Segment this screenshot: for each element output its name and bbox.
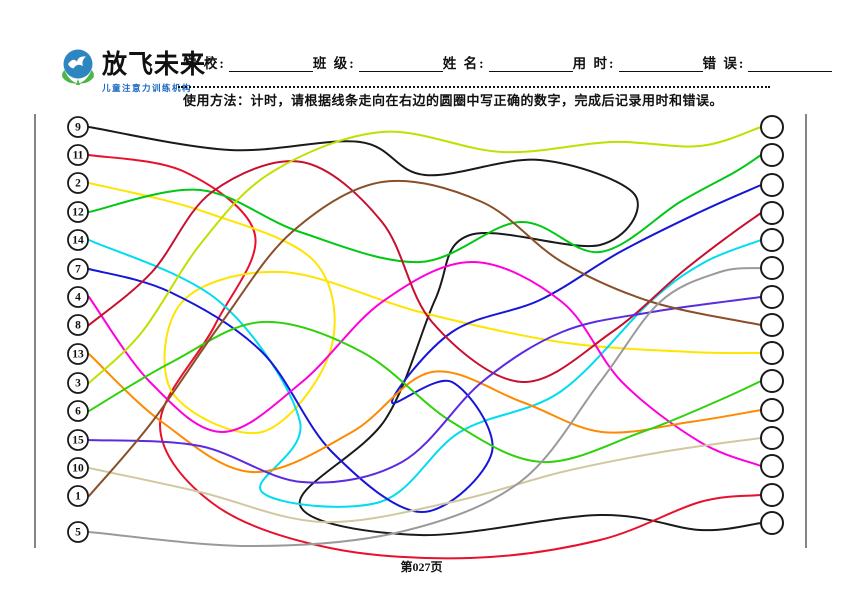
- left-node-4: 4: [67, 286, 89, 308]
- name-blank-line: [488, 57, 573, 72]
- left-node-label: 8: [75, 320, 81, 332]
- registered-mark: ®: [206, 54, 214, 66]
- tangle-line-from-12: [88, 154, 762, 264]
- left-node-9: 9: [67, 116, 89, 138]
- brand-logo: 放飞未来® 儿童注意力训练机构: [56, 45, 213, 97]
- right-answer-circle-5: [760, 228, 784, 252]
- errors-field: 错 误:: [703, 52, 833, 72]
- right-answer-circle-2: [760, 143, 784, 167]
- brand-subtitle: 儿童注意力训练机构: [102, 83, 193, 94]
- right-answer-circle-6: [760, 256, 784, 280]
- right-answer-circle-11: [760, 398, 784, 422]
- tangle-line-from-4: [88, 260, 762, 467]
- tangle-line-from-6: [88, 320, 762, 464]
- left-node-6: 6: [67, 400, 89, 422]
- left-node-label: 11: [73, 150, 84, 162]
- dove-circle-logo-icon: [56, 45, 100, 91]
- left-node-15: 15: [67, 429, 89, 451]
- right-answer-circle-8: [760, 313, 784, 337]
- left-node-label: 12: [72, 207, 84, 219]
- time-label: 用 时:: [572, 56, 616, 71]
- class-blank-line: [358, 57, 443, 72]
- school-blank-line: [228, 57, 313, 72]
- left-node-3: 3: [67, 372, 89, 394]
- left-node-label: 9: [75, 122, 81, 134]
- tangle-line-from-9: [88, 126, 762, 537]
- tangle-line-from-13: [88, 353, 762, 474]
- tangle-line-from-3: [88, 126, 762, 384]
- right-answer-circle-3: [760, 173, 784, 197]
- school-field: 学 校:: [183, 52, 313, 72]
- tangle-line-from-7: [88, 184, 762, 514]
- left-node-label: 5: [75, 527, 81, 539]
- header-form-row: 学 校: 班 级: 姓 名: 用 时: 错 误:: [183, 52, 833, 72]
- time-field: 用 时:: [573, 52, 703, 72]
- time-blank-line: [618, 57, 703, 72]
- tangle-line-from-1: [88, 179, 762, 497]
- tangle-line-from-8: [88, 160, 762, 384]
- left-node-2: 2: [67, 172, 89, 194]
- right-answer-circle-14: [760, 483, 784, 507]
- left-node-11: 11: [67, 144, 89, 166]
- right-answer-circle-12: [760, 426, 784, 450]
- dotted-divider: [178, 86, 770, 88]
- left-node-label: 1: [75, 491, 81, 503]
- class-label: 班 级:: [312, 56, 356, 71]
- left-node-label: 13: [72, 349, 84, 361]
- class-field: 班 级:: [313, 52, 443, 72]
- left-node-10: 10: [67, 457, 89, 479]
- brand-name: 放飞未来®: [102, 49, 214, 80]
- left-node-13: 13: [67, 343, 89, 365]
- school-label: 学 校:: [183, 56, 226, 71]
- left-node-label: 2: [75, 178, 81, 190]
- errors-label: 错 误:: [702, 56, 746, 71]
- right-answer-circle-4: [760, 201, 784, 225]
- name-field: 姓 名:: [443, 52, 573, 72]
- right-answer-circle-10: [760, 369, 784, 393]
- left-node-label: 14: [72, 235, 84, 247]
- tangle-line-from-2: [88, 182, 762, 435]
- left-node-12: 12: [67, 201, 89, 223]
- tangle-line-from-5: [88, 267, 762, 548]
- tangle-line-from-15: [88, 296, 762, 484]
- right-answer-circle-13: [760, 454, 784, 478]
- errors-blank-line: [748, 57, 833, 72]
- right-answer-circle-9: [760, 341, 784, 365]
- left-node-label: 4: [75, 292, 81, 304]
- right-answer-circle-7: [760, 285, 784, 309]
- left-node-label: 6: [75, 406, 81, 418]
- left-node-7: 7: [67, 258, 89, 280]
- tangle-line-from-10: [88, 437, 762, 524]
- left-node-5: 5: [67, 521, 89, 543]
- right-answer-circle-15: [760, 511, 784, 535]
- left-node-label: 7: [75, 264, 81, 276]
- name-label: 姓 名:: [442, 56, 486, 71]
- right-answer-circle-1: [760, 115, 784, 139]
- page-number: 第027页: [400, 560, 443, 574]
- left-node-8: 8: [67, 314, 89, 336]
- instruction-text: 使用方法：计时，请根据线条走向在右边的圆圈中写正确的数字，完成后记录用时和错误。: [183, 93, 724, 108]
- tangle-line-from-11: [88, 154, 762, 560]
- left-node-1: 1: [67, 485, 89, 507]
- left-node-label: 10: [72, 463, 84, 475]
- left-node-label: 15: [72, 435, 84, 447]
- left-node-label: 3: [75, 378, 81, 390]
- left-node-14: 14: [67, 229, 89, 251]
